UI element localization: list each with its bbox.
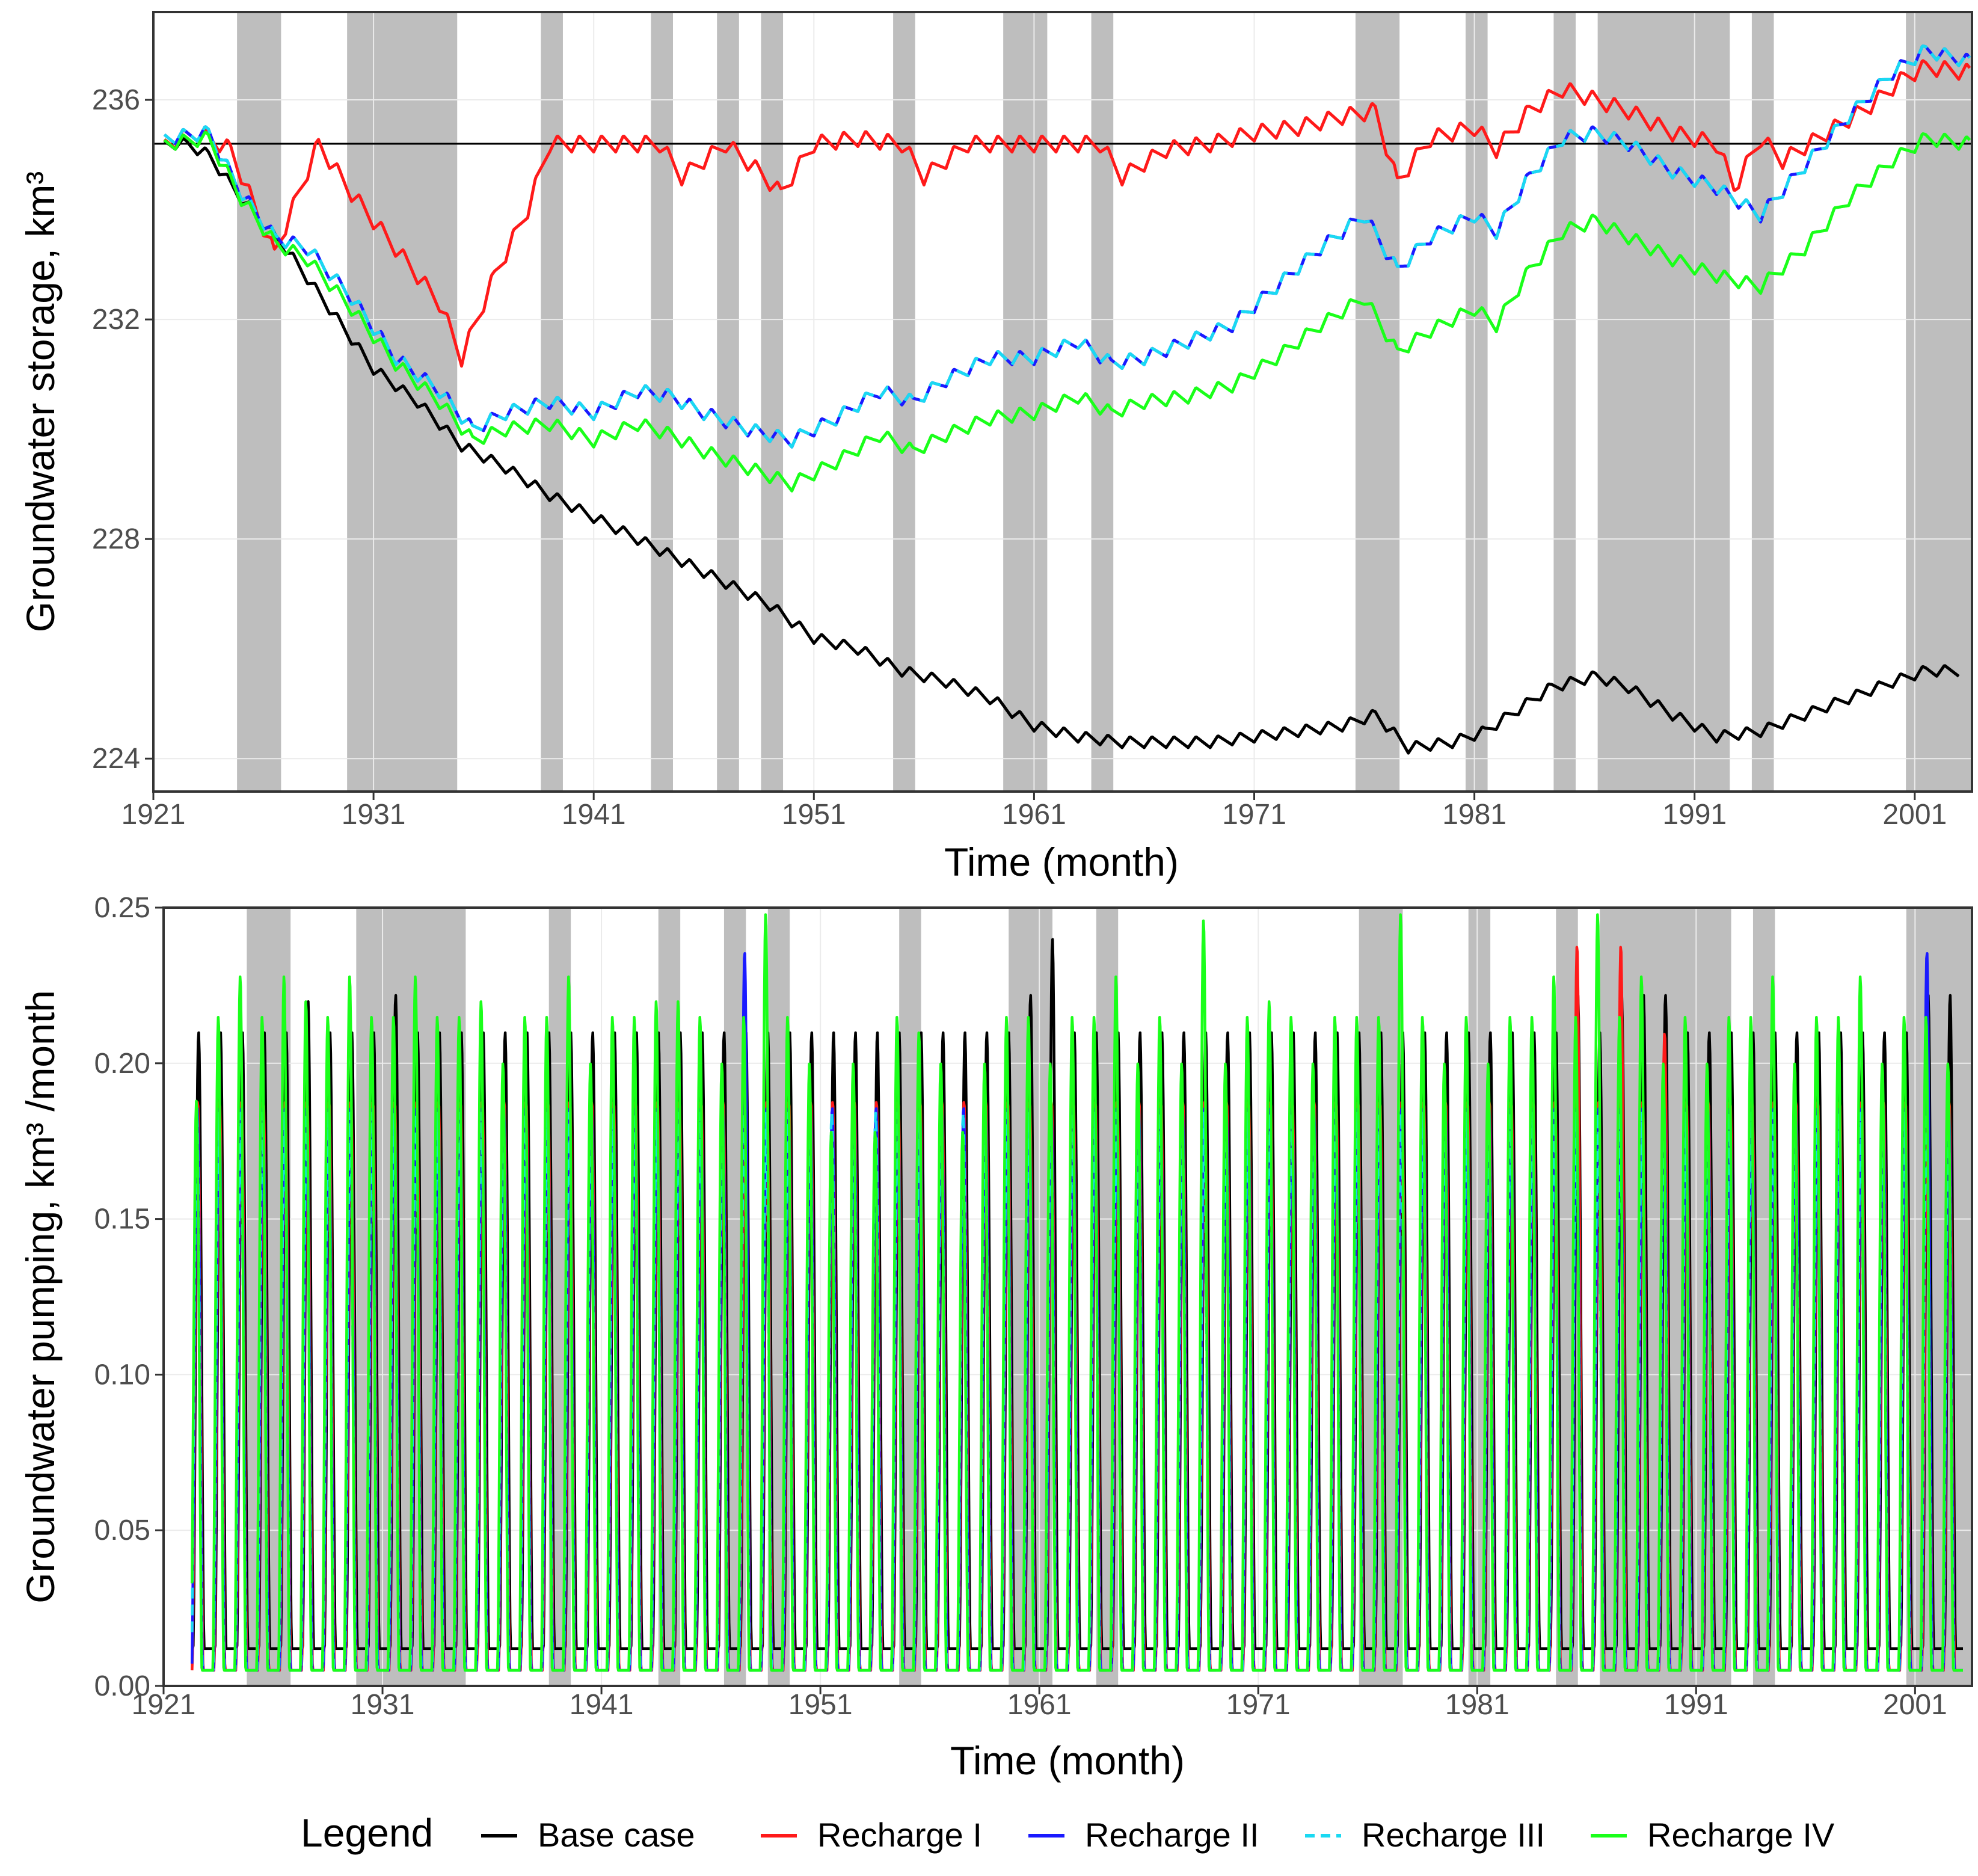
pumping-panel: 1921 1931 1941 1951 1961 1971 1981 1991 2001 0.0… xyxy=(18,892,1973,1783)
pumping-x-tick-label-2: 1941 xyxy=(570,1689,634,1721)
storage-y-axis: 224 228 232 236 xyxy=(92,84,153,775)
legend-label-recharge-i: Recharge I xyxy=(817,1816,982,1854)
pumping-y-tick-label-1: 0.05 xyxy=(94,1515,150,1546)
pumping-x-tick-label-3: 1951 xyxy=(788,1689,853,1721)
pumping-x-tick-label-8: 2001 xyxy=(1883,1689,1947,1721)
pumping-y-tick-label-4: 0.20 xyxy=(94,1048,150,1080)
storage-series-lines xyxy=(163,44,1971,755)
pumping-x-tick-label-7: 1991 xyxy=(1664,1689,1728,1721)
storage-dry-period-13 xyxy=(1751,12,1774,792)
storage-plot-frame xyxy=(152,11,1973,793)
pumping-y-tick-label-5: 0.25 xyxy=(94,892,150,924)
pumping-x-tick-label-4: 1961 xyxy=(1007,1689,1072,1721)
storage-dry-period-4 xyxy=(717,12,739,792)
storage-y-axis-title-text: Groundwater storage, km³ xyxy=(18,171,63,633)
pumping-y-axis-title-text: Groundwater pumping, km³ /month xyxy=(18,990,63,1604)
legend-item-recharge-iv: Recharge IV xyxy=(1591,1816,1835,1854)
pumping-y-tick-label-3: 0.15 xyxy=(94,1204,150,1235)
storage-y-tick-label-1: 228 xyxy=(92,523,140,555)
pumping-y-axis-title: Groundwater pumping, km³ /month xyxy=(18,990,63,1604)
storage-dry-period-11 xyxy=(1553,12,1576,792)
storage-dry-period-10 xyxy=(1465,12,1488,792)
storage-x-axis-title: Time (month) xyxy=(944,840,1179,884)
storage-x-tick-label-6: 1981 xyxy=(1442,799,1507,831)
storage-y-axis-title: Groundwater storage, km³ xyxy=(18,171,63,633)
storage-x-axis: 1921 1931 1941 1951 1961 1971 1981 1991 2001 xyxy=(121,792,1947,831)
pumping-x-tick-label-5: 1971 xyxy=(1226,1689,1291,1721)
storage-series-base-case xyxy=(163,137,1960,755)
storage-y-tick-label-3: 236 xyxy=(92,84,140,116)
storage-dry-period-3 xyxy=(651,12,673,792)
storage-x-tick-label-5: 1971 xyxy=(1222,799,1286,831)
legend-label-recharge-iv: Recharge IV xyxy=(1647,1816,1835,1854)
storage-y-tick-label-2: 232 xyxy=(92,304,140,336)
storage-dry-period-5 xyxy=(761,12,784,792)
storage-x-tick-label-0: 1921 xyxy=(121,799,186,831)
pumping-x-tick-label-6: 1981 xyxy=(1445,1689,1510,1721)
pumping-y-axis: 0.00 0.05 0.10 0.15 0.20 0.25 xyxy=(94,892,164,1702)
pumping-dry-period-14 xyxy=(1906,908,1972,1686)
storage-dry-period-1 xyxy=(347,12,458,792)
storage-x-tick-label-8: 2001 xyxy=(1882,799,1947,831)
storage-x-tick-label-7: 1991 xyxy=(1662,799,1727,831)
legend-item-base-case: Base case xyxy=(481,1816,695,1854)
pumping-plot-frame xyxy=(162,906,1973,1687)
storage-x-tick-label-2: 1941 xyxy=(562,799,626,831)
legend-item-recharge-i: Recharge I xyxy=(761,1816,982,1854)
storage-series-recharge-i xyxy=(163,59,1971,368)
legend-label-base-case: Base case xyxy=(538,1816,695,1854)
pumping-x-axis: 1921 1931 1941 1951 1961 1971 1981 1991 2001 xyxy=(132,1686,1947,1721)
storage-dry-period-2 xyxy=(541,12,563,792)
storage-dry-period-shading xyxy=(237,12,1972,792)
storage-x-tick-label-1: 1931 xyxy=(342,799,406,831)
storage-y-tick-label-0: 224 xyxy=(92,743,140,775)
legend-title: Legend xyxy=(301,1810,433,1855)
storage-dry-period-7 xyxy=(1003,12,1048,792)
storage-panel: 1921 1931 1941 1951 1961 1971 1981 1991 2001 224… xyxy=(18,11,1973,884)
pumping-x-tick-label-0: 1921 xyxy=(132,1689,196,1721)
storage-series-recharge-iii xyxy=(163,44,1971,449)
storage-dry-period-0 xyxy=(237,12,281,792)
storage-x-tick-label-4: 1961 xyxy=(1002,799,1066,831)
storage-x-tick-label-3: 1951 xyxy=(782,799,846,831)
legend-label-recharge-iii: Recharge III xyxy=(1362,1816,1545,1854)
legend: Legend Base case Recharge I Recharge II … xyxy=(301,1810,1835,1855)
storage-dry-period-9 xyxy=(1355,12,1400,792)
pumping-series-lines xyxy=(191,913,1964,1672)
legend-item-recharge-iii: Recharge III xyxy=(1305,1816,1545,1854)
pumping-series-recharge-iv xyxy=(191,913,1964,1672)
pumping-x-axis-title: Time (month) xyxy=(950,1738,1185,1783)
pumping-y-tick-label-0: 0.00 xyxy=(94,1670,150,1702)
storage-series-recharge-iv xyxy=(163,131,1971,493)
legend-label-recharge-ii: Recharge II xyxy=(1085,1816,1259,1854)
storage-dry-period-8 xyxy=(1091,12,1114,792)
pumping-x-tick-label-1: 1931 xyxy=(351,1689,415,1721)
pumping-y-tick-label-2: 0.10 xyxy=(94,1359,150,1391)
legend-item-recharge-ii: Recharge II xyxy=(1028,1816,1259,1854)
